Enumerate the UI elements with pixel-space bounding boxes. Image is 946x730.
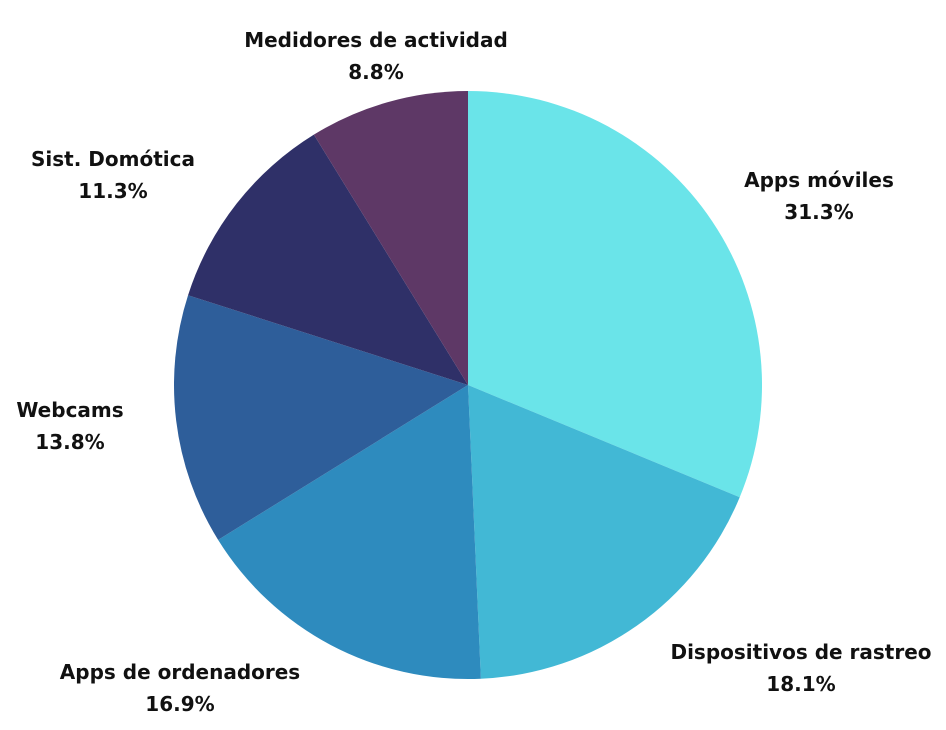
label-sist-domotica-value: 11.3%: [78, 179, 148, 203]
label-apps-de-ordenadores: Apps de ordenadores 16.9%: [60, 656, 300, 720]
pie-slice-dispositivos-de-rastreo: [468, 385, 740, 679]
label-webcams: Webcams 13.8%: [16, 394, 123, 458]
label-medidores-de-actividad: Medidores de actividad 8.8%: [244, 24, 508, 88]
pie-slice-apps-de-ordenadores: [218, 385, 481, 680]
label-sist-domotica-name: Sist. Domótica: [31, 147, 195, 171]
label-webcams-value: 13.8%: [35, 430, 105, 454]
label-dispositivos-de-rastreo-value: 18.1%: [766, 672, 836, 696]
label-apps-moviles: Apps móviles 31.3%: [744, 164, 894, 228]
pie-slice-apps-moviles: [468, 91, 763, 498]
pie-slice-sist-domotica: [188, 134, 469, 385]
label-apps-moviles-name: Apps móviles: [744, 168, 894, 192]
label-medidores-de-actividad-name: Medidores de actividad: [244, 28, 508, 52]
label-sist-domotica: Sist. Domótica 11.3%: [31, 143, 195, 207]
label-dispositivos-de-rastreo: Dispositivos de rastreo 18.1%: [670, 636, 931, 700]
label-dispositivos-de-rastreo-name: Dispositivos de rastreo: [670, 640, 932, 664]
label-apps-moviles-value: 31.3%: [784, 200, 854, 224]
label-apps-de-ordenadores-name: Apps de ordenadores: [59, 660, 301, 684]
pie-slice-webcams: [173, 295, 468, 540]
label-webcams-name: Webcams: [16, 398, 124, 422]
pie-slice-medidores-de-actividad: [313, 91, 468, 385]
label-apps-de-ordenadores-value: 16.9%: [145, 692, 215, 716]
label-medidores-de-actividad-value: 8.8%: [348, 60, 404, 84]
